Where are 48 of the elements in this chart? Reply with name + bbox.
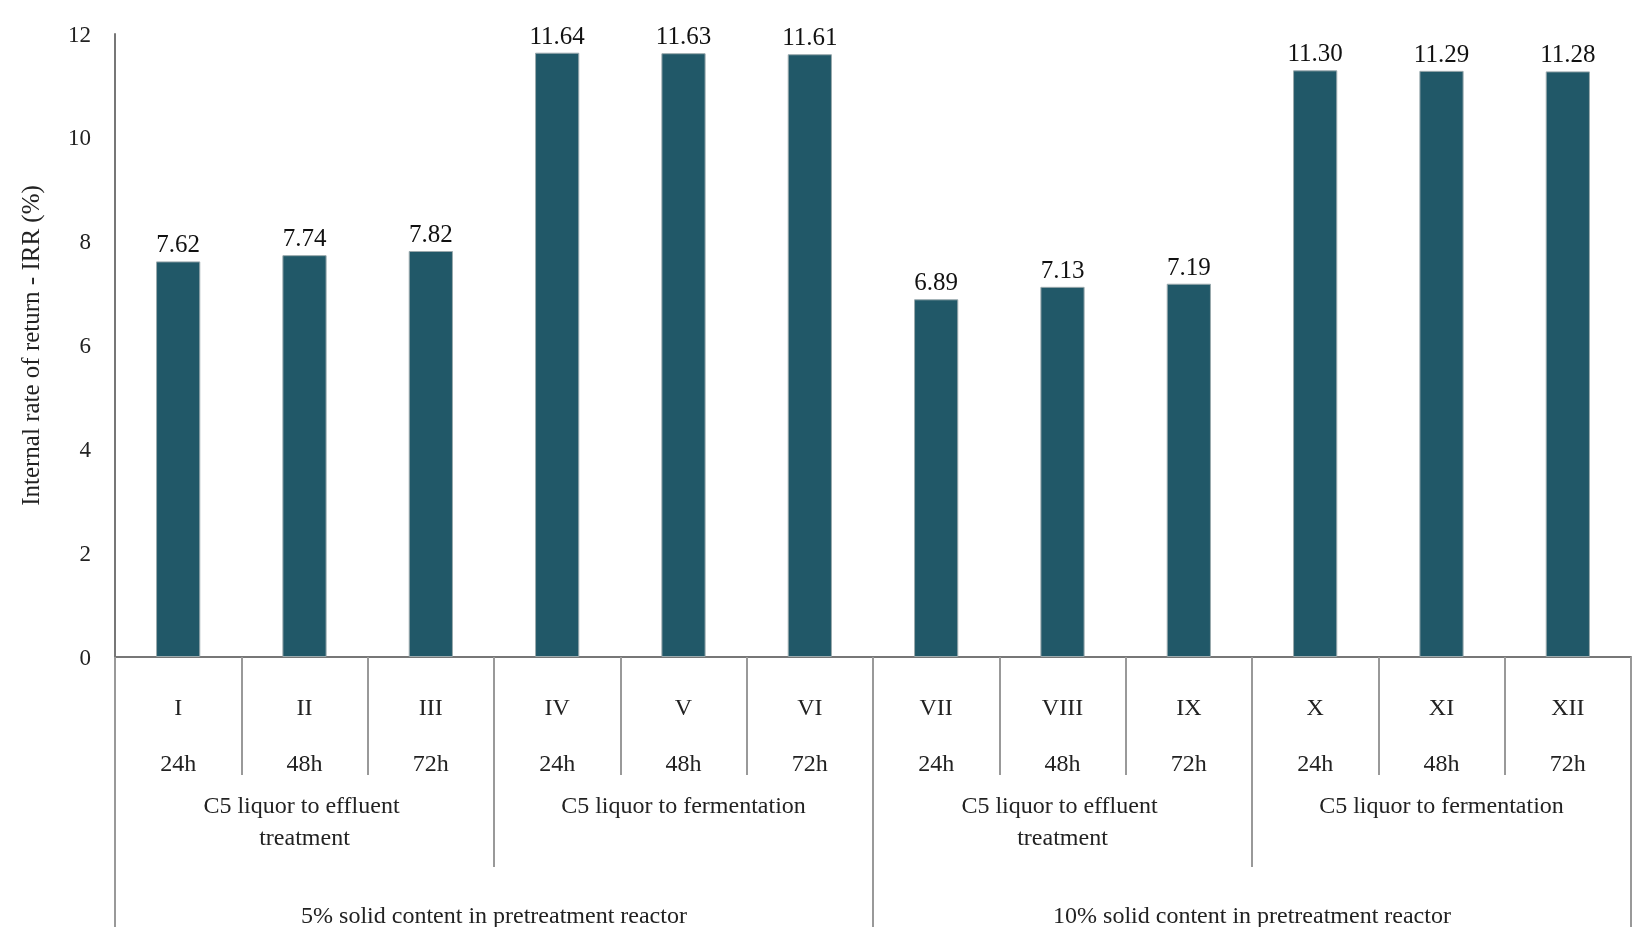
- y-tick-label: 0: [79, 644, 91, 670]
- bar: [282, 255, 327, 657]
- data-label: 11.61: [782, 23, 838, 51]
- category-label: V 48h: [665, 694, 702, 776]
- category-label: IX 72h: [1170, 694, 1207, 776]
- bar: [408, 251, 453, 657]
- category-label: XII 72h: [1549, 694, 1586, 776]
- bar: [1040, 286, 1085, 657]
- category-label: VI 72h: [791, 694, 828, 776]
- data-label: 11.64: [529, 21, 586, 49]
- category-label: I 24h: [160, 694, 197, 776]
- y-tick-label: 4: [79, 436, 92, 462]
- text: C5 liquor to fermentation: [561, 792, 806, 818]
- data-label: 11.63: [655, 22, 712, 50]
- text: C5 liquor to effluent treatment: [961, 792, 1164, 850]
- y-axis-title: Internal rate of return - IRR (%): [17, 185, 45, 506]
- text: C5 liquor to fermentation: [1319, 792, 1564, 818]
- y-tick-label: 2: [79, 540, 91, 566]
- bar: [1166, 283, 1211, 657]
- data-label: 11.29: [1413, 39, 1470, 67]
- category-label: II 48h: [286, 694, 323, 776]
- bar: [156, 261, 201, 657]
- category-label: XI 48h: [1423, 694, 1460, 776]
- category-label: IV 24h: [539, 694, 576, 776]
- y-tick-label: 10: [68, 125, 91, 151]
- data-label: 7.13: [1040, 255, 1085, 283]
- data-label: 7.19: [1166, 252, 1211, 280]
- bar: [787, 54, 832, 657]
- bar: [1545, 71, 1590, 657]
- y-tick-label: 6: [79, 333, 91, 358]
- bar: [1293, 70, 1338, 657]
- data-label: 7.62: [156, 230, 201, 258]
- bar: [914, 299, 959, 657]
- data-label: 7.82: [408, 220, 453, 248]
- y-tick-label: 12: [68, 21, 91, 47]
- category-label: VII 24h: [918, 694, 955, 776]
- data-label: 7.74: [282, 224, 327, 252]
- category-label: X 24h: [1297, 694, 1334, 776]
- bar: [661, 53, 706, 657]
- category-label: VIII 48h: [1041, 694, 1084, 776]
- data-label: 11.28: [1540, 40, 1596, 68]
- y-tick-label: 8: [79, 229, 91, 255]
- bar: [1419, 70, 1464, 657]
- data-label: 6.89: [914, 268, 959, 296]
- data-label: 11.30: [1287, 39, 1343, 67]
- category-label: III 72h: [412, 694, 449, 776]
- text: C5 liquor to effluent treatment: [203, 792, 406, 850]
- bar: [535, 52, 580, 657]
